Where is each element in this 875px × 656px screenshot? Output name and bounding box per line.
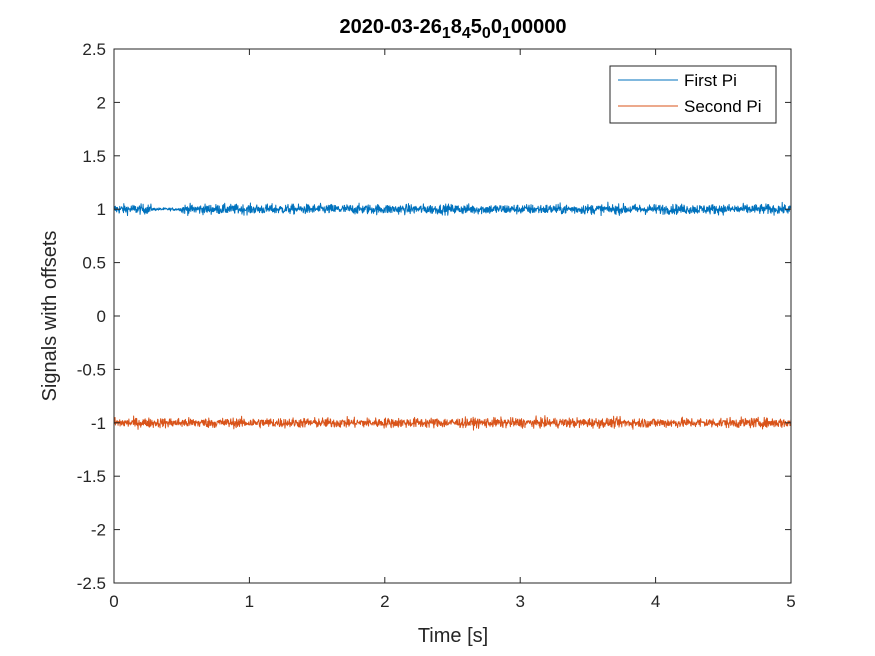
y-axis-ticks: 2.5 2 1.5 1 0.5 0 -0.5 -1 -1.5 -2 -2.5 <box>77 40 791 593</box>
x-axis-ticks: 0 1 2 3 4 5 <box>109 49 796 611</box>
title-part: 8 <box>451 16 462 38</box>
plot-area <box>114 49 791 583</box>
x-tick-label: 5 <box>786 592 795 611</box>
legend: First Pi Second Pi <box>609 65 777 124</box>
x-tick-label: 0 <box>109 592 118 611</box>
title-part: 0 <box>482 25 491 42</box>
title-part: 1 <box>442 25 451 42</box>
y-tick-label: 0 <box>97 307 106 326</box>
y-tick-label: 1.5 <box>82 147 106 166</box>
series-line-first-pi <box>113 201 792 217</box>
title-part: 5 <box>471 16 482 38</box>
x-axis-label: Time [s] <box>418 625 488 647</box>
series-layer <box>113 201 792 431</box>
legend-label-second-pi: Second Pi <box>684 97 762 116</box>
y-tick-label: -2 <box>91 521 106 540</box>
x-tick-label: 3 <box>515 592 524 611</box>
title-part: 0 <box>491 16 502 38</box>
x-tick-label: 4 <box>651 592 660 611</box>
y-tick-label: 0.5 <box>82 254 106 273</box>
title-part: 4 <box>462 25 471 42</box>
y-tick-label: -0.5 <box>77 360 106 379</box>
series-line-second-pi <box>113 415 792 431</box>
y-tick-label: 1 <box>97 200 106 219</box>
legend-box <box>609 65 777 124</box>
x-tick-label: 2 <box>380 592 389 611</box>
title-part: 1 <box>502 25 511 42</box>
y-tick-label: 2.5 <box>82 40 106 59</box>
title-part: 00000 <box>511 16 567 38</box>
title-part: 2020-03-26 <box>340 16 442 38</box>
y-axis-label: Signals with offsets <box>39 231 61 402</box>
chart-title: 2020-03-26184500100000 <box>340 16 567 42</box>
y-tick-label: -1.5 <box>77 467 106 486</box>
legend-label-first-pi: First Pi <box>684 71 737 90</box>
y-tick-label: 2 <box>97 93 106 112</box>
x-tick-label: 1 <box>245 592 254 611</box>
y-tick-label: -1 <box>91 414 106 433</box>
y-tick-label: -2.5 <box>77 574 106 593</box>
